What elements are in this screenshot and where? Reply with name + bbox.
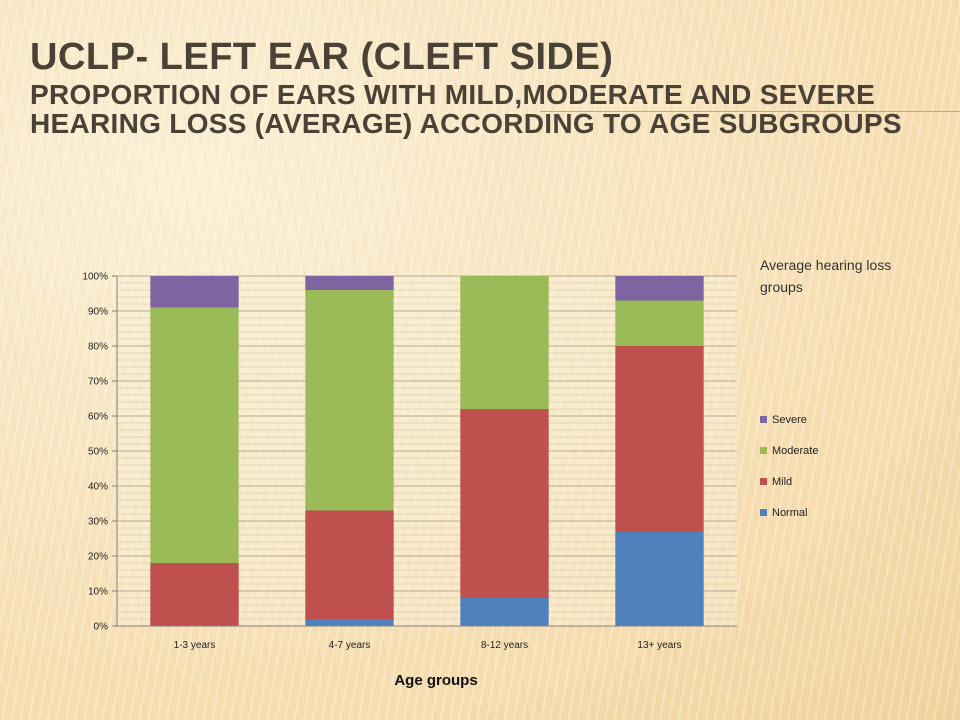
title-subtitle: Proportion of ears with mild,moderate an… <box>30 78 902 140</box>
legend-label-moderate: Moderate <box>772 445 818 457</box>
legend-label-mild: Mild <box>772 476 792 488</box>
x-tick-label: 1-3 years <box>174 640 216 651</box>
bar-segment-normal <box>305 619 394 626</box>
bar-segment-severe <box>150 276 239 308</box>
y-tick-label: 80% <box>88 342 108 353</box>
bar-segment-mild <box>305 510 394 619</box>
bar-segment-moderate <box>305 290 394 511</box>
legend-label-severe: Severe <box>772 414 807 426</box>
bar-segment-normal <box>460 598 549 626</box>
y-tick-label: 90% <box>88 307 108 318</box>
bar-segment-moderate <box>460 276 549 409</box>
x-tick-label: 8-12 years <box>481 640 528 651</box>
y-tick-label: 100% <box>82 272 108 283</box>
legend-label-normal: Normal <box>772 507 807 519</box>
x-tick-label: 4-7 years <box>329 640 371 651</box>
legend-swatch-mild <box>760 478 767 485</box>
bar-segment-severe <box>615 276 704 301</box>
y-tick-label: 0% <box>94 622 109 633</box>
x-axis-title: Age groups <box>394 672 477 689</box>
x-tick-label: 13+ years <box>637 640 681 651</box>
bar-segment-moderate <box>615 300 704 346</box>
bar-segment-normal <box>615 531 704 626</box>
bar-segment-mild <box>150 563 239 626</box>
y-tick-label: 40% <box>88 482 108 493</box>
bar-segment-severe <box>305 276 394 290</box>
bar-segment-mild <box>615 346 704 532</box>
legend-swatch-severe <box>760 416 767 423</box>
title-main: UCLP- Left ear (cleft side) <box>30 36 614 78</box>
y-tick-label: 20% <box>88 552 108 563</box>
legend-title: Average hearing loss groups <box>760 257 892 295</box>
y-tick-label: 30% <box>88 517 108 528</box>
bar-segment-mild <box>460 409 549 598</box>
y-tick-label: 60% <box>88 412 108 423</box>
slide-title: UCLP- Left ear (cleft side) Proportion o… <box>30 36 930 140</box>
y-tick-label: 70% <box>88 377 108 388</box>
bar-segment-moderate <box>150 307 239 563</box>
legend-swatch-normal <box>760 509 767 516</box>
y-tick-label: 10% <box>88 587 108 598</box>
legend-swatch-moderate <box>760 447 767 454</box>
y-tick-label: 50% <box>88 447 108 458</box>
title-divider <box>540 111 960 112</box>
